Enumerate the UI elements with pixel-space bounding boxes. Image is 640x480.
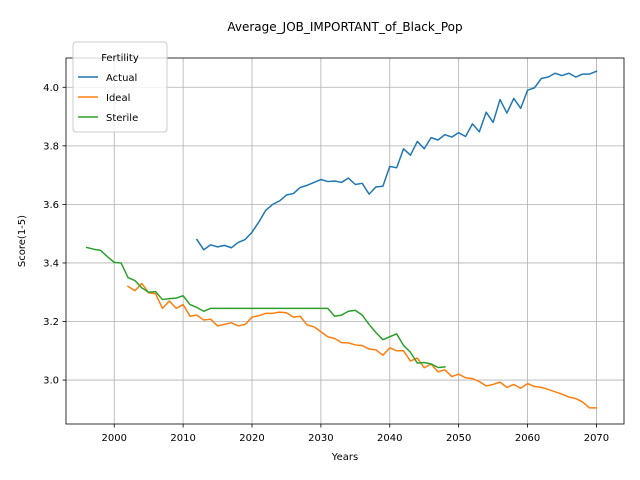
chart-title: Average_JOB_IMPORTANT_of_Black_Pop (227, 20, 462, 34)
legend-title: Fertility (101, 53, 139, 64)
x-tick-label: 2020 (239, 433, 264, 444)
y-axis: 3.0 3.2 3.4 3.6 3.8 4.0 (43, 83, 66, 387)
x-tick-label: 2070 (584, 433, 609, 444)
legend-items: Actual Ideal Sterile (78, 73, 138, 124)
y-tick-label: 3.4 (43, 258, 59, 269)
y-tick-label: 3.2 (43, 317, 59, 328)
legend-label-actual: Actual (106, 73, 137, 84)
series-lines (85, 70, 598, 409)
x-tick-label: 2010 (170, 433, 195, 444)
y-axis-label: Score(1-5) (17, 215, 28, 267)
series-line-ideal (126, 282, 598, 409)
y-tick-label: 3.8 (43, 141, 59, 152)
x-tick-label: 2000 (101, 433, 126, 444)
legend-label-ideal: Ideal (106, 93, 130, 104)
y-tick-label: 3.0 (43, 376, 59, 387)
x-axis: 2000 2010 2020 2030 2040 2050 2060 2070 (101, 424, 609, 444)
legend-box (72, 41, 168, 133)
grid-lines (66, 58, 624, 424)
legend-label-sterile: Sterile (106, 113, 138, 124)
y-tick-label: 3.6 (43, 200, 59, 211)
series-line-sterile (85, 246, 446, 369)
x-tick-label: 2040 (377, 433, 402, 444)
x-tick-label: 2050 (446, 433, 471, 444)
series-line-actual (195, 70, 598, 251)
plot-frame (65, 57, 625, 425)
y-tick-label: 4.0 (43, 83, 59, 94)
x-axis-label: Years (331, 452, 358, 463)
x-tick-label: 2030 (308, 433, 333, 444)
legend: Fertility Actual Ideal Sterile (72, 41, 168, 133)
x-tick-label: 2060 (515, 433, 540, 444)
